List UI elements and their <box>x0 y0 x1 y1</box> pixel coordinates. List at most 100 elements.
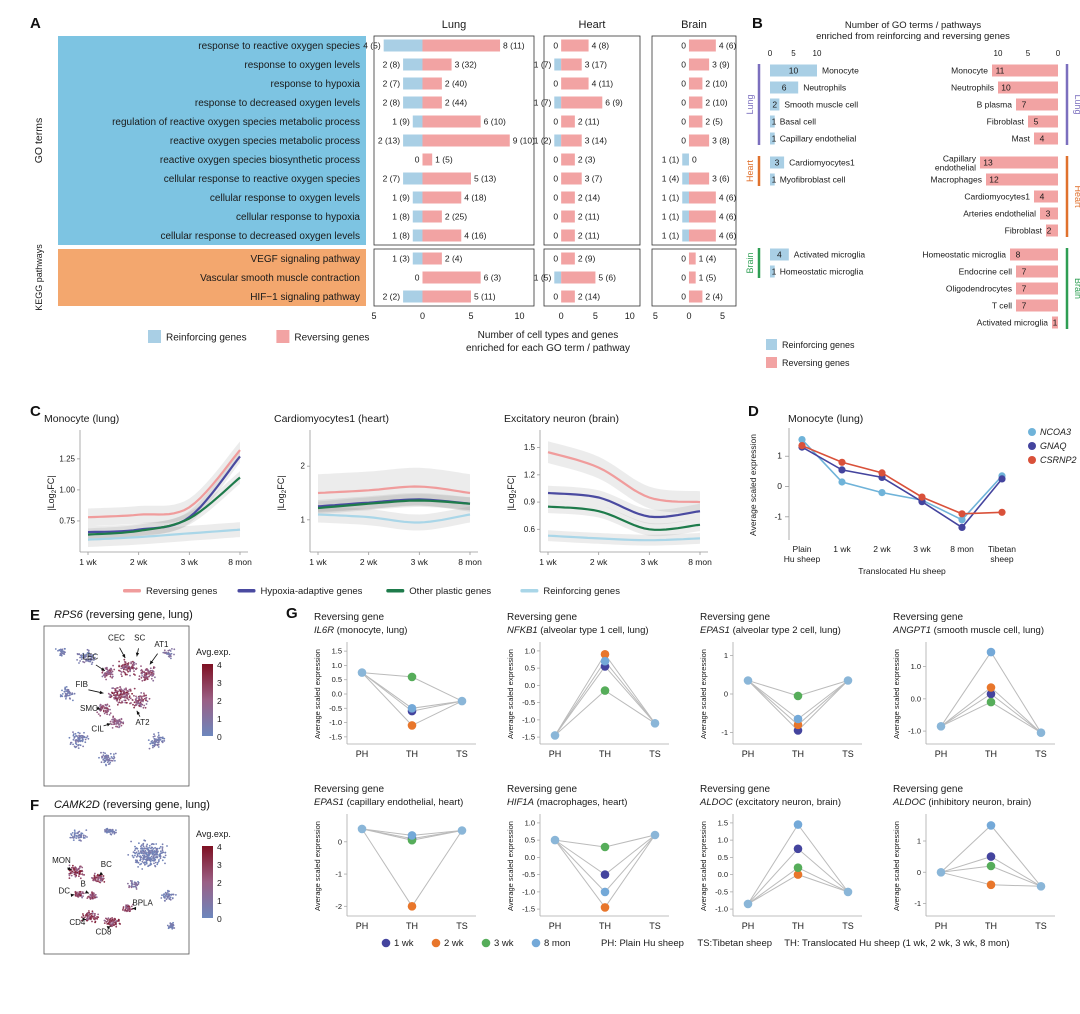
legend-label: 1 wk <box>394 938 414 949</box>
cell-dot <box>75 892 78 895</box>
cell-dot <box>69 872 72 875</box>
subplot-gene-title: ANGPT1 (smooth muscle cell, lung) <box>892 625 1044 636</box>
cell-type-label: Mast <box>1012 134 1031 144</box>
cell-dot <box>145 861 148 864</box>
trend-line <box>87 449 241 519</box>
cell-dot <box>145 677 147 679</box>
cell-dot <box>62 652 65 655</box>
cell-dot <box>137 861 140 864</box>
cell-dot <box>112 664 114 667</box>
legend-footnote: TS:Tibetan sheep <box>697 938 772 949</box>
reinforcing-bar <box>412 191 423 204</box>
cell-dot <box>72 864 74 867</box>
cell-dot <box>73 867 75 870</box>
reversing-bar <box>561 191 575 204</box>
bar-value: 3 (7) <box>585 174 603 184</box>
cell-type-label: Smooth muscle cell <box>784 100 858 110</box>
term-label: response to decreased oxygen levels <box>195 98 360 109</box>
cell-dot <box>159 739 162 741</box>
reinforcing-bar <box>554 271 562 284</box>
panel-g-reversing-gene-charts: Reversing gene IL6R (monocyte, lung) Avera… <box>313 612 1055 949</box>
timepoint-dot <box>986 861 996 871</box>
cell-dot <box>138 852 141 855</box>
cell-dot <box>150 858 152 860</box>
cell-dot <box>147 670 150 673</box>
reversing-bar <box>688 77 703 90</box>
cell-dot <box>80 919 83 922</box>
cell-dot <box>113 755 115 758</box>
cell-dot <box>113 723 116 725</box>
y-tick: 0.0 <box>525 853 535 862</box>
cell-dot <box>82 873 84 876</box>
subplot-title: Reversing gene <box>700 612 770 623</box>
x-tick: 8 mon <box>688 557 712 567</box>
x-tick: 2 wk <box>590 557 608 567</box>
colorbar <box>202 846 213 918</box>
cell-dot <box>85 655 88 657</box>
cell-dot <box>152 673 155 675</box>
y-tick: 0 <box>724 690 728 699</box>
reinforcing-bar <box>403 96 423 109</box>
cell-dot <box>65 686 68 688</box>
x-tick: 5 <box>1026 49 1031 58</box>
cell-dot <box>125 687 127 690</box>
x-tick: 1 wk <box>79 557 97 567</box>
y-tick: 0.0 <box>911 694 921 703</box>
cell-dot <box>130 662 132 665</box>
x-tick: TH <box>406 921 418 931</box>
reversing-bar <box>1040 207 1058 220</box>
cluster-arrowhead <box>122 654 126 658</box>
bar-value: 4 (6) <box>719 41 737 51</box>
cell-dot <box>112 723 114 726</box>
cell-dot <box>88 916 91 918</box>
cell-dot <box>108 705 111 707</box>
cell-dot <box>164 851 167 854</box>
cell-dot <box>76 653 79 655</box>
cell-dot <box>156 848 158 851</box>
term-label: reactive oxygen species biosynthetic pro… <box>160 155 360 166</box>
cell-dot <box>157 860 160 863</box>
cell-dot <box>166 845 168 847</box>
cell-dot <box>130 702 132 704</box>
y-tick: 1.25 <box>59 454 75 463</box>
cluster-arrowhead <box>70 893 75 897</box>
cell-dot <box>105 678 107 681</box>
subplot-gene-title: NFKB1 (alveolar type 1 cell, lung) <box>507 625 649 636</box>
cell-dot <box>81 832 84 835</box>
cluster-arrowhead <box>67 866 72 870</box>
subplot-title: Reversing gene <box>893 784 963 795</box>
cluster-arrowhead <box>136 710 140 715</box>
cell-dot <box>139 855 142 857</box>
cell-dot <box>98 876 101 879</box>
cell-dot <box>103 757 106 760</box>
cell-dot <box>96 711 99 714</box>
ph-dot <box>550 835 560 845</box>
cell-dot <box>72 731 74 733</box>
x-tick: 8 mon <box>458 557 482 567</box>
cell-type-label: Fibroblast <box>987 117 1025 127</box>
cell-dot <box>127 670 129 673</box>
subplot-gene-title: HIF1A (macrophages, heart) <box>507 797 627 808</box>
cell-dot <box>152 847 155 850</box>
cell-dot <box>70 874 73 877</box>
reversing-bar <box>422 229 462 242</box>
reversing-bar <box>561 172 582 185</box>
bar-value: 2 (8) <box>383 60 401 70</box>
reversing-bar <box>1052 316 1058 329</box>
cell-dot <box>153 857 156 860</box>
reinforcing-bar <box>770 115 775 128</box>
cell-dot <box>102 674 105 677</box>
cell-dot <box>154 865 157 868</box>
bar-value: 3 (17) <box>585 60 607 70</box>
cell-dot <box>139 704 142 706</box>
cell-dot <box>134 883 137 886</box>
cell-dot <box>78 738 81 741</box>
cell-dot <box>57 649 59 652</box>
cell-dot <box>87 737 90 740</box>
cluster-label: CIL <box>91 725 104 734</box>
ts-dot <box>650 830 660 840</box>
cell-dot <box>90 653 92 656</box>
legend-swatch <box>381 938 391 948</box>
cell-dot <box>64 648 66 650</box>
cell-dot <box>93 656 96 659</box>
